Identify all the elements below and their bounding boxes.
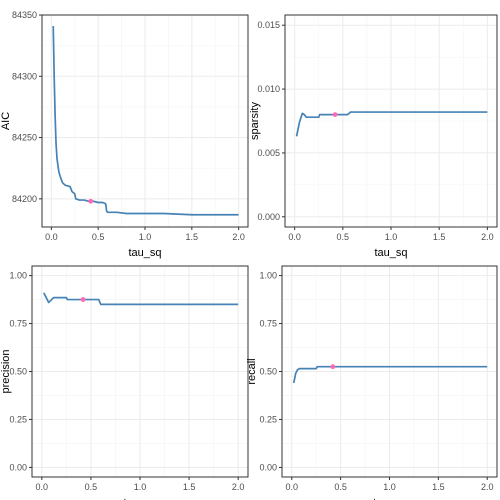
y-tick-label: 84200 [12, 194, 37, 204]
highlight-point [332, 112, 338, 118]
x-tick-label: 1.5 [183, 482, 196, 492]
x-tick-label: 1.5 [186, 232, 199, 242]
x-tick-label: 0.0 [286, 482, 299, 492]
y-axis-label: AIC [0, 112, 12, 130]
y-tick-label: 0.25 [9, 414, 27, 424]
series-line [52, 26, 239, 216]
x-tick-label: 0.0 [36, 482, 49, 492]
x-tick-label: 2.0 [232, 232, 245, 242]
series-line [292, 365, 488, 384]
series-line [43, 292, 239, 306]
y-axis-label: recall [246, 358, 258, 384]
x-tick-label: 2.0 [232, 482, 245, 492]
y-tick-label: 0.015 [257, 20, 280, 30]
y-axis-label: sparsity [249, 102, 261, 140]
highlight-point [330, 364, 336, 370]
y-tick-label: 0.50 [9, 367, 27, 377]
y-tick-label: 0.005 [257, 148, 280, 158]
x-axis-label: tau_sq [373, 497, 406, 500]
chart-panel-sparsity: 0.0 0.5 1.0 1.5 2.0 0.000 0.005 0.010 0.015 tau_s… [249, 14, 498, 259]
chart-panel-precision: 0.0 0.5 1.0 1.5 2.0 0.00 0.25 0.50 0.75 1.00 tau_s… [0, 265, 249, 500]
x-tick-label: 0.0 [45, 232, 58, 242]
y-tick-label: 1.00 [259, 271, 277, 281]
highlight-point [88, 198, 94, 204]
x-axis-label: tau_sq [123, 497, 156, 500]
y-tick-label: 1.00 [9, 271, 27, 281]
x-axis-label: tau_sq [374, 247, 407, 259]
panel-border [284, 14, 498, 228]
x-tick-label: 2.0 [481, 232, 494, 242]
x-tick-label: 1.0 [134, 482, 147, 492]
panel-border [281, 265, 498, 478]
y-tick-label: 0.00 [259, 462, 277, 472]
y-tick-label: 0.75 [9, 319, 27, 329]
x-tick-label: 1.0 [383, 482, 396, 492]
y-tick-label: 84350 [12, 10, 37, 20]
x-tick-label: 1.5 [433, 232, 446, 242]
x-tick-label: 0.5 [337, 232, 350, 242]
y-tick-label: 0.00 [9, 462, 27, 472]
x-tick-label: 1.0 [385, 232, 398, 242]
y-axis-label: precision [0, 349, 12, 393]
x-tick-label: 2.0 [481, 482, 494, 492]
chart-panel-AIC: 0.0 0.5 1.0 1.5 2.0 84200 84250 84300 84350 tau_s… [0, 10, 249, 259]
x-tick-label: 0.5 [92, 232, 105, 242]
y-tick-label: 0.25 [259, 414, 277, 424]
panel-border [31, 265, 249, 478]
series-line [295, 111, 488, 137]
highlight-point [80, 297, 86, 302]
x-tick-label: 0.5 [334, 482, 347, 492]
x-tick-label: 1.5 [432, 482, 445, 492]
y-tick-label: 0.50 [259, 367, 277, 377]
y-tick-label: 0.000 [257, 212, 280, 222]
x-tick-label: 1.0 [139, 232, 152, 242]
y-tick-label: 84300 [12, 71, 37, 81]
x-axis-label: tau_sq [128, 247, 161, 259]
y-tick-label: 84250 [12, 133, 37, 143]
y-tick-label: 0.75 [259, 319, 277, 329]
x-tick-label: 0.5 [85, 482, 98, 492]
chart-panel-recall: 0.0 0.5 1.0 1.5 2.0 0.00 0.25 0.50 0.75 1.00 tau_s… [246, 265, 498, 500]
panel-border [41, 14, 249, 228]
x-tick-label: 0.0 [288, 232, 301, 242]
y-tick-label: 0.010 [257, 84, 280, 94]
